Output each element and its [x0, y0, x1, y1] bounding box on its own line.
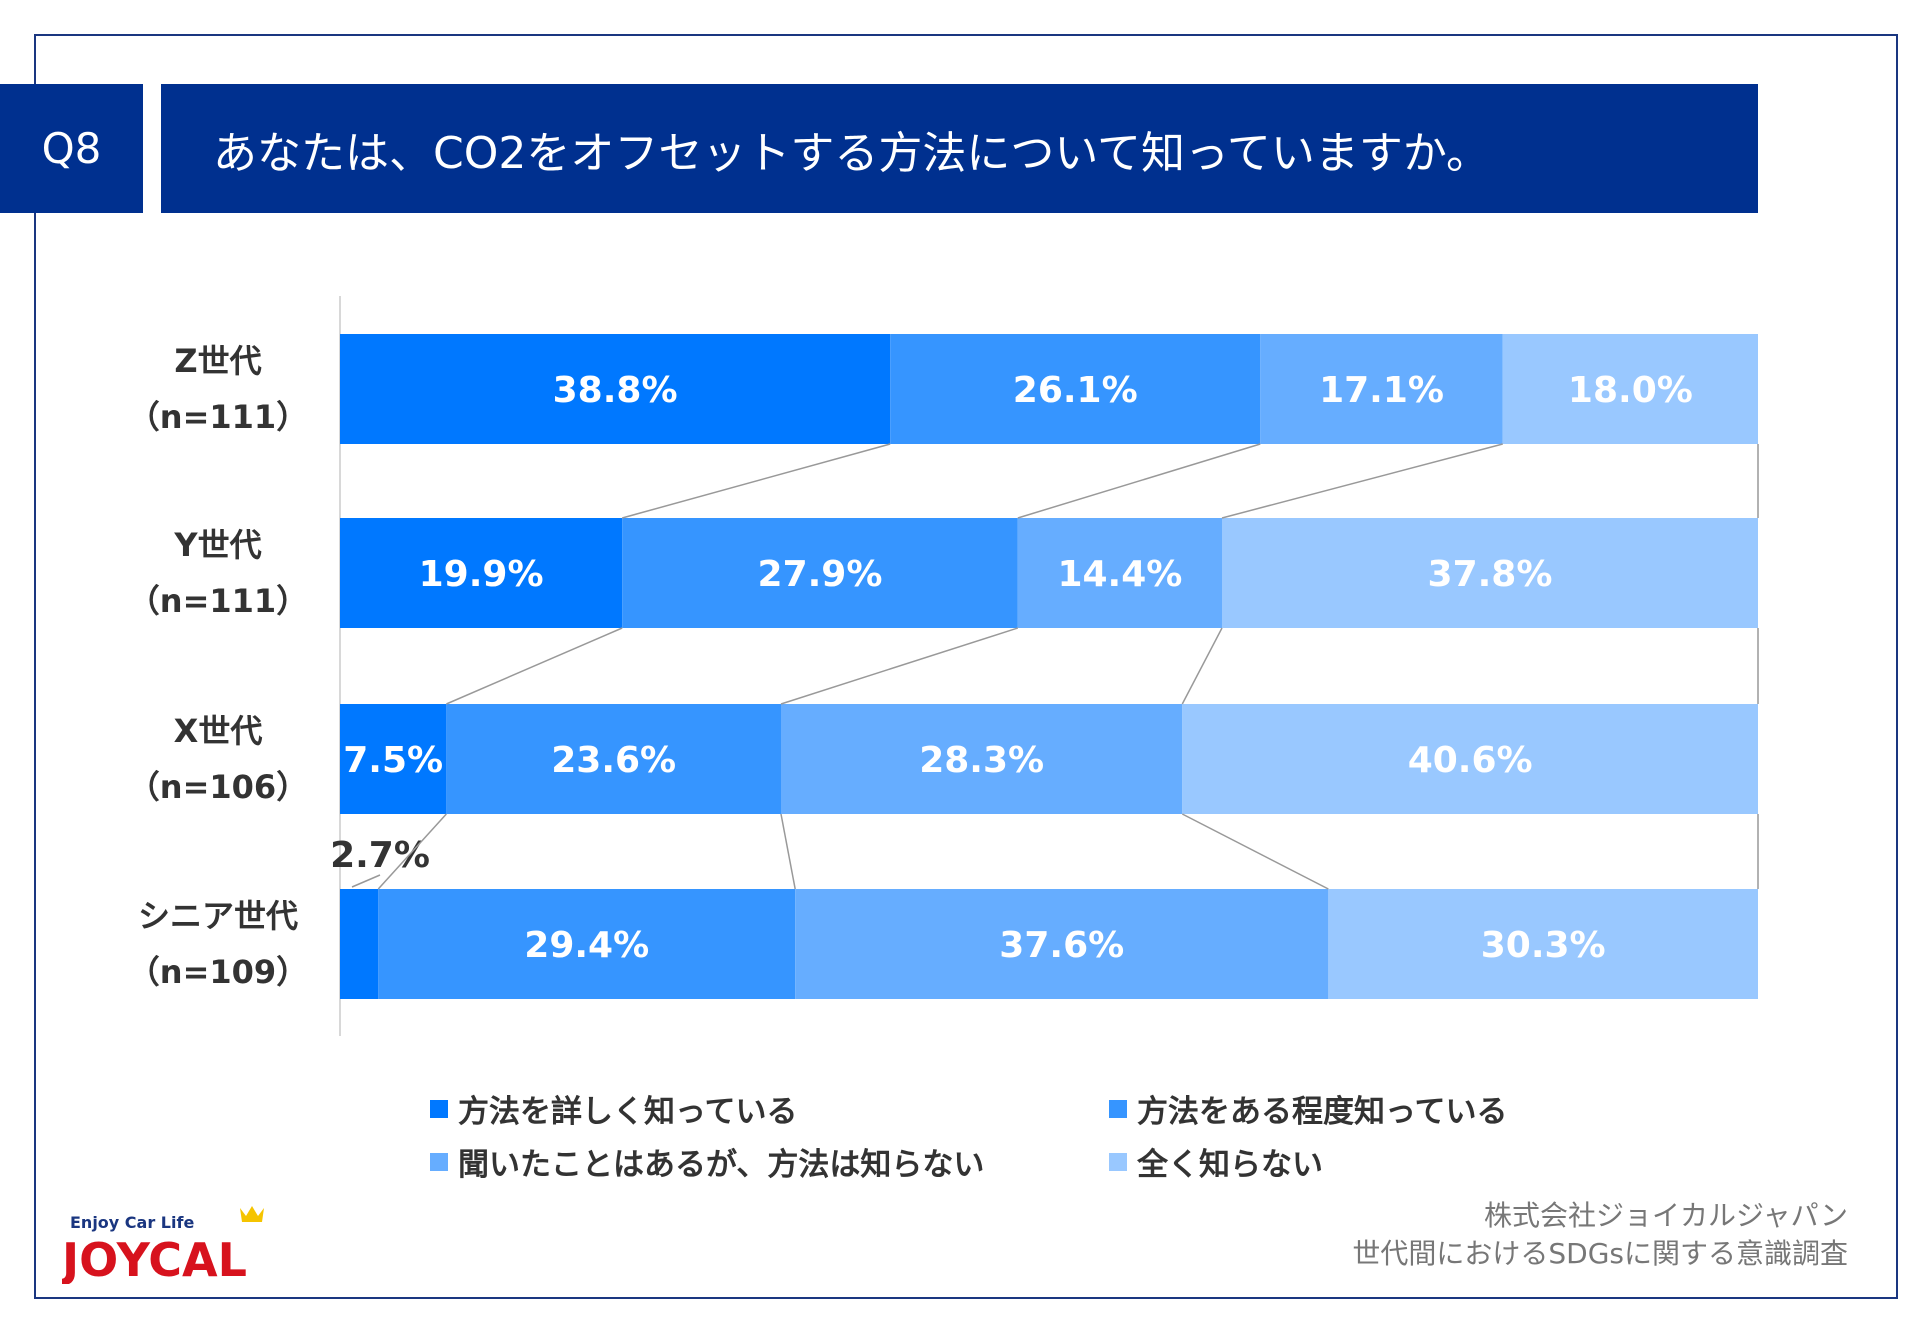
- category-label: シニア世代 （n=109）: [88, 888, 348, 1000]
- data-label: 14.4%: [1057, 554, 1182, 595]
- bar-segment: [1017, 518, 1222, 628]
- data-label: 37.6%: [999, 925, 1124, 966]
- category-label: Z世代 （n=111）: [88, 333, 348, 445]
- svg-text:JOYCAL: JOYCAL: [62, 1233, 247, 1284]
- legend-label: 全く知らない: [1137, 1147, 1323, 1183]
- data-label: 27.9%: [758, 554, 883, 595]
- bar-segment: [1328, 889, 1758, 999]
- series-line: [780, 813, 796, 890]
- data-label: 38.8%: [553, 370, 678, 411]
- data-label: 29.4%: [524, 925, 649, 966]
- category-n: （n=106）: [127, 768, 309, 806]
- legend-item-1: 方法をある程度知っている: [1109, 1086, 1507, 1131]
- legend-item-2: 聞いたことはあるが、方法は知らない: [430, 1139, 984, 1184]
- data-label: 26.1%: [1013, 370, 1138, 411]
- series-line: [1017, 443, 1261, 519]
- bar-segment: [890, 334, 1261, 444]
- survey-credit: 世代間におけるSDGsに関する意識調査: [1352, 1237, 1848, 1270]
- joycal-logo: Enjoy Car Life JOYCAL: [62, 1206, 264, 1284]
- data-label: 23.6%: [551, 740, 676, 781]
- series-line: [780, 627, 1019, 705]
- category-n: （n=111）: [127, 398, 309, 436]
- bar-segment: [340, 704, 447, 814]
- legend-item-0: 方法を詳しく知っている: [430, 1086, 797, 1131]
- series-line: [446, 627, 623, 705]
- bar-segment: [622, 518, 1018, 628]
- series-line: [1221, 443, 1503, 519]
- data-label: 40.6%: [1408, 740, 1533, 781]
- bar-segment: [340, 334, 891, 444]
- company-credit: 株式会社ジョイカルジャパン: [1483, 1199, 1848, 1232]
- category-name: X世代: [173, 712, 263, 750]
- data-label: 7.5%: [343, 740, 443, 781]
- legend-swatch: [430, 1152, 448, 1171]
- legend-label: 方法をある程度知っている: [1137, 1094, 1508, 1130]
- data-label: 17.1%: [1319, 370, 1444, 411]
- series-line: [621, 443, 891, 519]
- category-n: （n=109）: [127, 953, 309, 991]
- data-label: 28.3%: [919, 740, 1044, 781]
- series-line: [1181, 627, 1223, 705]
- bar-segment: [340, 518, 623, 628]
- bar-segment: [378, 889, 796, 999]
- bar-segment: [1182, 704, 1758, 814]
- legend-swatch: [1109, 1152, 1127, 1171]
- legend-label: 方法を詳しく知っている: [458, 1094, 798, 1130]
- bar-segment: [1260, 334, 1503, 444]
- bar-segment: [795, 889, 1329, 999]
- legend-item-3: 全く知らない: [1109, 1139, 1323, 1184]
- question-number: Q8: [0, 84, 143, 213]
- frame: [34, 34, 1898, 1299]
- data-label: 30.3%: [1481, 925, 1606, 966]
- data-label: 2.7%: [330, 835, 430, 876]
- leader-line: [351, 874, 381, 888]
- data-label: 37.8%: [1428, 554, 1553, 595]
- svg-text:Enjoy Car Life: Enjoy Car Life: [70, 1213, 194, 1232]
- category-name: Y世代: [174, 526, 262, 564]
- legend-label: 聞いたことはあるが、方法は知らない: [458, 1147, 985, 1183]
- bar-segment: [780, 704, 1183, 814]
- category-name: シニア世代: [137, 897, 298, 935]
- category-n: （n=111）: [127, 582, 309, 620]
- data-label: 18.0%: [1568, 370, 1693, 411]
- question-title: あなたは、CO2をオフセットする方法について知っていますか。: [161, 84, 1758, 213]
- bar-segment: [446, 704, 781, 814]
- category-name: Z世代: [174, 342, 262, 380]
- data-label: 19.9%: [419, 554, 544, 595]
- legend-swatch: [1109, 1099, 1127, 1118]
- bar-segment: [1221, 518, 1758, 628]
- bar-segment: [340, 889, 379, 999]
- category-label: Y世代 （n=111）: [88, 517, 348, 629]
- series-line: [1181, 813, 1329, 890]
- category-label: X世代 （n=106）: [88, 703, 348, 815]
- bar-segment: [1502, 334, 1758, 444]
- series-line: [377, 813, 447, 890]
- legend-swatch: [430, 1099, 448, 1118]
